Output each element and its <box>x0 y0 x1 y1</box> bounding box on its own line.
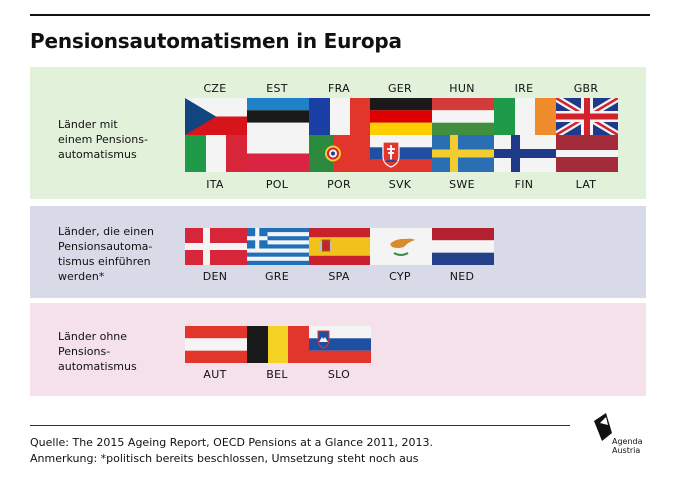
flag-austria <box>185 326 247 363</box>
country-code-aut: AUT <box>203 368 227 381</box>
flag-estonia <box>247 98 309 135</box>
flag-ireland <box>494 98 556 135</box>
flag-united-kingdom <box>556 98 618 135</box>
country-code-cze: CZE <box>203 82 227 95</box>
bottom-rule <box>30 425 570 426</box>
country-code-spa: SPA <box>328 270 350 283</box>
country-code-ire: IRE <box>514 82 534 95</box>
country-code-cyp: CYP <box>389 270 411 283</box>
flag-sweden <box>432 135 494 172</box>
group-label-planned: Länder, die einen Pensionsautoma- tismus… <box>58 225 154 283</box>
flag-netherlands <box>432 228 494 265</box>
country-code-swe: SWE <box>449 178 475 191</box>
flag-portugal <box>309 135 371 172</box>
flag-slovenia <box>309 326 371 363</box>
flag-poland <box>247 135 309 172</box>
country-code-ned: NED <box>449 270 475 283</box>
agenda-austria-logo <box>592 411 652 459</box>
country-code-gre: GRE <box>264 270 290 283</box>
country-code-por: POR <box>327 178 351 191</box>
flag-latvia <box>556 135 618 172</box>
country-code-fin: FIN <box>514 178 534 191</box>
flag-belgium <box>247 326 309 363</box>
country-code-hun: HUN <box>449 82 475 95</box>
page-title: Pensionsautomatismen in Europa <box>30 29 402 53</box>
country-code-lat: LAT <box>575 178 597 191</box>
country-code-bel: BEL <box>266 368 288 381</box>
country-code-fra: FRA <box>328 82 350 95</box>
flag-italy <box>185 135 247 172</box>
country-code-den: DEN <box>202 270 228 283</box>
group-label-without: Länder ohne Pensions- automatismus <box>58 330 137 373</box>
country-code-ger: GER <box>387 82 413 95</box>
flag-czechia <box>185 98 247 135</box>
country-code-slo: SLO <box>327 368 351 381</box>
flag-spain <box>309 228 371 265</box>
flag-finland <box>494 135 556 172</box>
remark-note: Anmerkung: *politisch bereits beschlosse… <box>30 452 419 465</box>
flag-hungary <box>432 98 494 135</box>
country-code-est: EST <box>266 82 288 95</box>
country-code-svk: SVK <box>388 178 412 191</box>
flag-greece <box>247 228 309 265</box>
top-rule <box>30 14 650 16</box>
flag-germany <box>370 98 432 135</box>
group-label-with: Länder mit einem Pensions- automatismus <box>58 118 148 161</box>
source-note: Quelle: The 2015 Ageing Report, OECD Pen… <box>30 436 433 449</box>
flag-slovakia <box>370 135 432 172</box>
flag-france <box>309 98 371 135</box>
country-code-gbr: GBR <box>573 82 599 95</box>
country-code-ita: ITA <box>206 178 224 191</box>
flag-cyprus <box>370 228 432 265</box>
flag-denmark <box>185 228 247 265</box>
country-code-pol: POL <box>265 178 289 191</box>
logo-text: Agenda Austria <box>612 437 643 455</box>
logo-mark-icon <box>594 413 612 441</box>
